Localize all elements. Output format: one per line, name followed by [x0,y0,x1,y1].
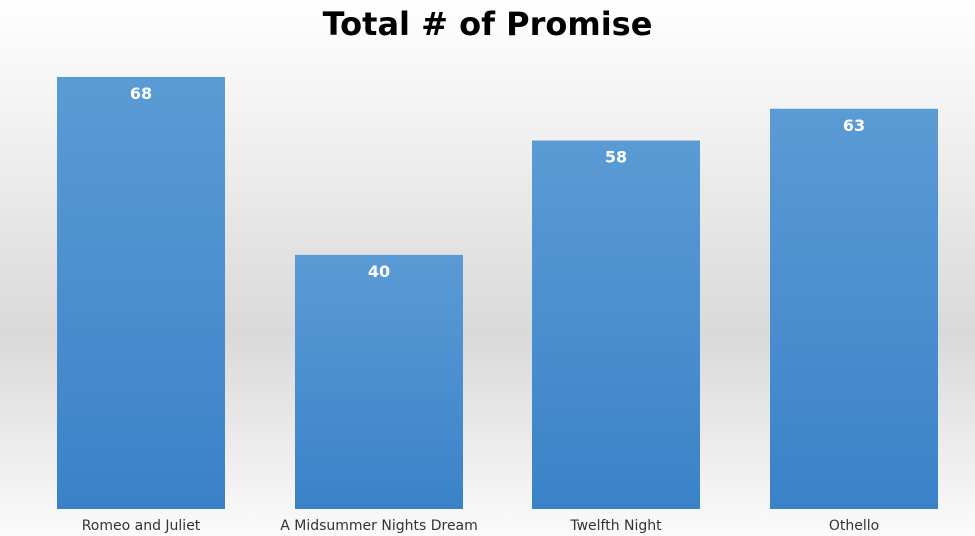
bar-3 [532,140,700,509]
data-label-1: 68 [130,84,152,103]
chart-title: Total # of Promise [322,5,653,43]
data-label-2: 40 [368,262,390,281]
bars-layer [57,77,938,509]
data-label-4: 63 [843,116,865,135]
category-label-2: A Midsummer Nights Dream [280,518,478,534]
category-label-1: Romeo and Juliet [82,518,201,534]
data-label-3: 58 [605,148,627,167]
category-axis: Romeo and Juliet A Midsummer Nights Dream… [82,518,879,534]
data-labels-layer: 68 40 58 63 [130,84,865,281]
category-label-4: Othello [829,518,879,534]
bar-2 [295,254,463,509]
bar-4 [770,108,938,509]
category-label-3: Twelfth Night [569,518,662,534]
bar-1 [57,77,225,509]
